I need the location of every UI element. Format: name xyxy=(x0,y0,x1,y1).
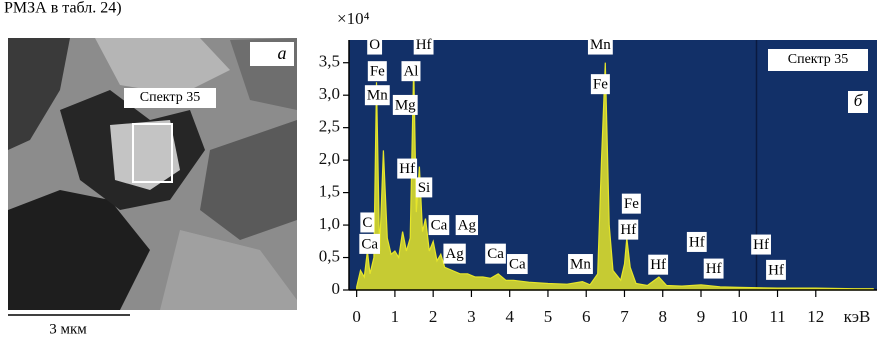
panel-label: а xyxy=(278,43,287,63)
x-tick-label: 3 xyxy=(467,307,476,326)
x-tick-label: 6 xyxy=(582,307,591,326)
peak-label: Fe xyxy=(370,64,385,80)
peak-label: Mn xyxy=(367,88,388,104)
peak-label-box xyxy=(686,231,707,252)
y-tick-label: 2,5 xyxy=(319,117,340,136)
x-tick-label: 8 xyxy=(658,307,667,326)
peak-label: Ca xyxy=(509,256,526,272)
peak-label: Si xyxy=(418,180,431,196)
peak-label-box xyxy=(413,34,434,55)
peak-label-box xyxy=(618,219,639,240)
x-tick-label: 2 xyxy=(429,307,438,326)
peak-label: Mn xyxy=(590,37,611,53)
peak-label: Fe xyxy=(593,77,608,93)
x-tick-label: 10 xyxy=(731,307,748,326)
peak-label-box xyxy=(485,243,506,264)
peak-label-box xyxy=(766,259,786,280)
x-tick-label: 0 xyxy=(352,307,361,326)
legend-box xyxy=(768,49,868,71)
x-tick-label: 11 xyxy=(769,307,785,326)
peak-label: Mn xyxy=(570,256,591,272)
x-tick-label: 12 xyxy=(807,307,824,326)
peak-label: Al xyxy=(403,64,418,80)
x-axis-label: кэВ xyxy=(844,307,871,326)
panel-label-box xyxy=(848,91,868,113)
sem-image xyxy=(8,38,297,316)
peak-label: Mg xyxy=(395,97,416,113)
peak-label: Hf xyxy=(650,257,666,273)
y-tick-label: 1,5 xyxy=(319,182,340,201)
peak-label-box xyxy=(568,254,593,275)
header-text: РМЗА в табл. 24) xyxy=(4,0,122,17)
x-tick-label: 4 xyxy=(505,307,514,326)
y-tick-label: 2,0 xyxy=(319,149,340,168)
spectrum-area xyxy=(356,62,874,291)
y-tick-label: 0 xyxy=(332,279,341,298)
x-tick-label: 7 xyxy=(620,307,629,326)
peak-label: Hf xyxy=(620,222,636,238)
peak-label-box xyxy=(359,233,380,254)
peak-label-box xyxy=(587,34,613,55)
peak-label-box xyxy=(621,193,641,214)
peak-label-box xyxy=(428,215,450,236)
x-tick-label: 1 xyxy=(391,307,400,326)
peak-label-box xyxy=(751,234,771,255)
peak-label: C xyxy=(362,215,372,231)
scale-label: 3 мкм xyxy=(49,321,87,337)
peak-label-box xyxy=(507,254,528,275)
peak-label-box xyxy=(367,34,383,55)
peak-label-box xyxy=(590,74,610,95)
peak-label: Ag xyxy=(458,218,477,234)
peak-label-box xyxy=(455,215,479,236)
peak-label: Hf xyxy=(706,261,722,277)
peak-label-box xyxy=(364,85,390,106)
spectrum-chart: 00,51,01,52,02,53,03,50 1 2 3 4 5 6 7 8 9 10 11 12 кэ… xyxy=(319,9,877,326)
y-tick-label: 3,0 xyxy=(319,84,340,103)
peak-label: Hf xyxy=(689,234,705,250)
x-tick-label: 9 xyxy=(697,307,706,326)
peak-label: Ca xyxy=(361,236,378,252)
x-tick-label: 5 xyxy=(544,307,553,326)
peak-label-box xyxy=(443,243,466,264)
peak-label: Hf xyxy=(399,161,415,177)
peak-label-box xyxy=(367,61,387,82)
peak-label-box xyxy=(392,94,418,115)
peak-label: Fe xyxy=(624,196,639,212)
y-tick-label: 3,5 xyxy=(319,52,340,71)
peak-label-box xyxy=(360,212,375,233)
spot-label: Спектр 35 xyxy=(140,90,200,105)
y-multiplier: ×10⁴ xyxy=(337,9,370,28)
peak-label-box xyxy=(397,158,418,179)
peak-label-box xyxy=(648,254,669,275)
y-tick-label: 1,0 xyxy=(319,214,340,233)
peak-label-box xyxy=(401,61,421,82)
legend-label: Спектр 35 xyxy=(788,52,848,67)
peak-label: Hf xyxy=(768,262,784,278)
peak-label: Hf xyxy=(416,37,432,53)
y-tick-label: 0,5 xyxy=(319,246,340,265)
peak-label: Hf xyxy=(753,237,769,253)
peak-label-box xyxy=(415,177,433,198)
peak-label: Ca xyxy=(431,218,448,234)
plot-background xyxy=(349,40,877,290)
peak-label-box xyxy=(703,258,724,279)
panel-label: б xyxy=(854,91,863,110)
peak-label: Ca xyxy=(487,246,504,262)
peak-label: Ag xyxy=(445,246,464,262)
peak-label: O xyxy=(369,37,380,53)
